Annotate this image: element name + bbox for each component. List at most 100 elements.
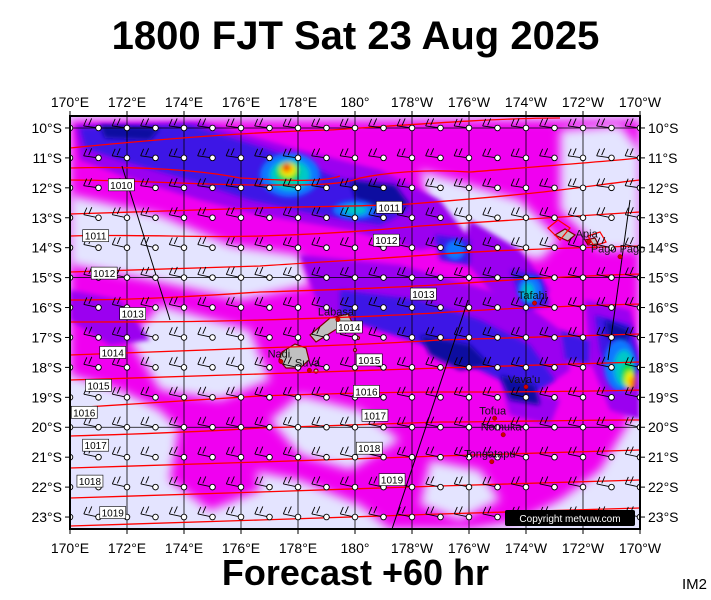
- longitude-label-top: 170°W: [619, 94, 662, 110]
- wind-station: [168, 266, 188, 281]
- wind-station: [567, 236, 587, 251]
- wind-station: [254, 386, 273, 401]
- wind-station: [111, 326, 131, 341]
- wind-station: [339, 296, 359, 311]
- svg-text:1016: 1016: [355, 387, 378, 398]
- wind-station: [168, 206, 188, 222]
- place-marker: Labasa: [318, 307, 355, 322]
- copyright-text: Copyright metvuw.com: [519, 514, 620, 525]
- latitude-label-right: 10°S: [648, 120, 679, 136]
- latitude-label-left: 19°S: [31, 389, 62, 405]
- place-marker: Apia: [576, 229, 599, 245]
- wind-station: [311, 236, 330, 251]
- wind-station: [510, 356, 530, 371]
- wind-station: [168, 476, 188, 491]
- longitude-label-top: 178°W: [391, 94, 434, 110]
- svg-text:1019: 1019: [381, 476, 404, 487]
- wind-station: [339, 206, 359, 222]
- wind-station: [311, 266, 330, 281]
- svg-text:1017: 1017: [364, 411, 387, 422]
- wind-station: [254, 178, 273, 192]
- isobar-label: 1011: [82, 229, 109, 243]
- wind-station: [197, 178, 216, 192]
- wind-station: [197, 118, 216, 132]
- svg-text:1013: 1013: [412, 290, 435, 301]
- wind-station: [225, 386, 245, 401]
- wind-station: [482, 178, 501, 192]
- wind-station: [140, 266, 159, 281]
- wind-station: [282, 266, 302, 281]
- wind-station: [168, 386, 188, 401]
- svg-text:Tongatapu: Tongatapu: [464, 449, 515, 461]
- wind-station: [510, 446, 530, 461]
- wind-station: [282, 296, 302, 311]
- longitude-label-bottom: 176°W: [448, 540, 491, 556]
- wind-station: [482, 148, 501, 162]
- wind-station: [225, 356, 245, 371]
- wind-station: [282, 416, 302, 431]
- wind-station: [596, 236, 615, 251]
- wind-station: [453, 178, 473, 192]
- wind-station: [510, 386, 530, 401]
- wind-station: [311, 506, 330, 521]
- wind-station: [140, 326, 159, 341]
- wind-station: [254, 118, 273, 132]
- wind-station: [83, 356, 102, 371]
- longitude-label-top: 176°E: [222, 94, 260, 110]
- wind-station: [311, 148, 330, 162]
- wind-station: [168, 416, 188, 431]
- wind-station: [140, 446, 159, 461]
- wind-station: [339, 446, 359, 461]
- wind-station: [453, 446, 473, 461]
- wind-station: [368, 296, 387, 311]
- wind-station: [624, 416, 640, 431]
- wind-station: [510, 416, 530, 431]
- longitude-label-top: 180°: [341, 94, 370, 110]
- wind-station: [510, 326, 530, 341]
- longitude-label-bottom: 176°E: [222, 540, 260, 556]
- place-marker: Nomuka: [481, 422, 523, 438]
- wind-station: [453, 266, 473, 281]
- wind-station: [453, 416, 473, 431]
- wind-station: [168, 356, 188, 371]
- latitude-label-left: 20°S: [31, 419, 62, 435]
- longitude-label-top: 176°W: [448, 94, 491, 110]
- wind-station: [311, 178, 330, 192]
- wind-station: [596, 266, 615, 281]
- isobar-labels: 1010 1011 1011 1012 1012 1013 1013 1014 1014 1015…: [70, 178, 437, 520]
- wind-station: [425, 506, 444, 521]
- place-markers: Apia Pago Pago Tafahi Labasa Nadi Suva Vava'u T…: [268, 229, 645, 465]
- longitude-label-bottom: 172°E: [108, 540, 146, 556]
- svg-text:1010: 1010: [110, 181, 133, 192]
- longitude-label-top: 170°E: [51, 94, 89, 110]
- latitude-label-left: 16°S: [31, 300, 62, 316]
- svg-text:Labasa: Labasa: [318, 307, 355, 319]
- wind-station: [197, 446, 216, 461]
- wind-station: [425, 178, 444, 192]
- wind-station: [539, 178, 558, 192]
- longitude-label-bottom: 178°W: [391, 540, 434, 556]
- wind-station: [168, 326, 188, 341]
- forecast-label: Forecast +60 hr: [221, 552, 490, 593]
- wind-station: [197, 416, 216, 431]
- copyright-badge: Copyright metvuw.com: [505, 510, 635, 526]
- longitude-label-top: 174°W: [505, 94, 548, 110]
- wind-station: [111, 446, 131, 461]
- longitude-label-bottom: 172°W: [562, 540, 605, 556]
- wind-station: [140, 356, 159, 371]
- isobar-label: 1019: [99, 506, 127, 520]
- wind-station: [396, 178, 416, 192]
- wind-station: [339, 118, 359, 132]
- latitude-label-left: 18°S: [31, 359, 62, 375]
- wind-station: [197, 476, 216, 491]
- wind-station: [425, 386, 444, 401]
- place-marker: Suva: [295, 357, 321, 373]
- svg-text:1016: 1016: [73, 408, 96, 419]
- wind-station: [254, 326, 273, 341]
- isobar-label: 1015: [355, 353, 383, 367]
- wind-station: [311, 356, 330, 371]
- wind-station: [596, 386, 615, 401]
- wind-station: [339, 356, 359, 371]
- wind-station: [83, 148, 102, 162]
- latitude-label-left: 22°S: [31, 479, 62, 495]
